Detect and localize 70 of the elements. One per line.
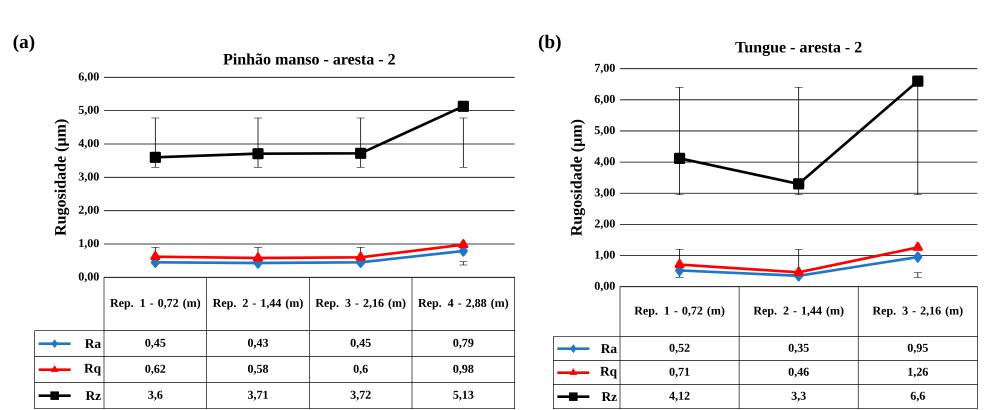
data-label: 4,12 [669,392,690,402]
data-label: 3,71 [248,390,268,401]
y-tick-label: 1,00 [595,250,615,260]
data-label: 0,62 [145,364,166,375]
data-label: 6,6 [910,392,925,402]
legend-label: Rq [84,364,101,376]
x-tick-label: Rep. 2 - 1,44 (m) [212,298,303,310]
point [252,252,264,262]
point [150,152,161,163]
legend-label: Rq [600,366,617,378]
data-label: 5,13 [453,390,474,401]
chart-title: Tungue - aresta - 2 [735,42,862,56]
data-label: 0,43 [248,338,268,349]
legend-label: Rz [602,392,617,402]
y-tick-label: 6,00 [594,94,615,105]
y-tick-label: 1,00 [79,239,99,249]
chart-title: Pinhão manso - aresta - 2 [223,53,395,65]
data-label: 0,45 [350,338,371,349]
data-label: 3,6 [148,390,162,401]
x-tick-label: Rep. 4 - 2,88 (m) [418,298,508,310]
data-label: 0,46 [788,368,809,378]
point [356,252,366,261]
y-tick-label: 5,00 [594,126,615,136]
y-tick-label: 4,00 [78,139,99,149]
data-label: 0,95 [908,344,928,354]
x-tick-label: Rep. 3 - 2,16 (m) [316,298,406,310]
point [912,76,924,87]
point [674,258,685,268]
point [252,148,264,160]
data-label: 0,58 [248,364,268,375]
text: (b) [538,34,561,52]
y-tick-label: 0,00 [78,272,99,282]
point [458,100,469,112]
data-label: 3,72 [350,390,371,401]
data-label: 0,52 [670,344,690,354]
data-label: 0,79 [453,338,474,349]
y-tick-label: 5,00 [78,106,99,116]
point [355,148,366,159]
legend-label: Rz [86,391,101,400]
y-tick-label: 3,00 [78,172,99,182]
point [674,152,686,164]
legend-label: Ra [601,344,617,354]
point [913,251,922,263]
y-tick-label: 4,00 [594,157,615,168]
y-tick-label: 3,00 [594,188,615,198]
x-tick-label: Rep. 2 - 1,44 (m) [754,306,844,318]
x-tick-label: Rep. 1 - 0,72 (m) [110,298,200,310]
data-label: 1,26 [908,368,928,378]
y-axis-title: Rugosidade (µm) [570,120,586,236]
point [458,239,468,248]
text: (a) [14,34,34,52]
y-tick-label: 6,00 [78,72,99,82]
point [794,266,804,276]
y-tick-label: 2,00 [78,206,99,216]
data-label: 3,3 [792,392,806,402]
data-label: 0,35 [788,344,809,354]
x-tick-label: Rep. 1 - 0,72 (m) [634,306,724,318]
point [150,251,160,260]
data-label: 0,71 [670,368,690,378]
y-tick-label: 2,00 [594,219,615,230]
data-label: 0,6 [354,364,368,375]
point [793,178,804,190]
y-axis-title: Rugosidade (µm) [54,119,70,236]
point [912,242,923,251]
data-label: 0,45 [145,338,166,349]
x-tick-label: Rep. 3 - 2,16 (m) [872,306,963,318]
data-label: 0,98 [453,364,474,375]
y-tick-label: 0,00 [594,282,615,292]
legend-label: Ra [85,339,101,348]
y-tick-label: 7,00 [594,64,615,74]
